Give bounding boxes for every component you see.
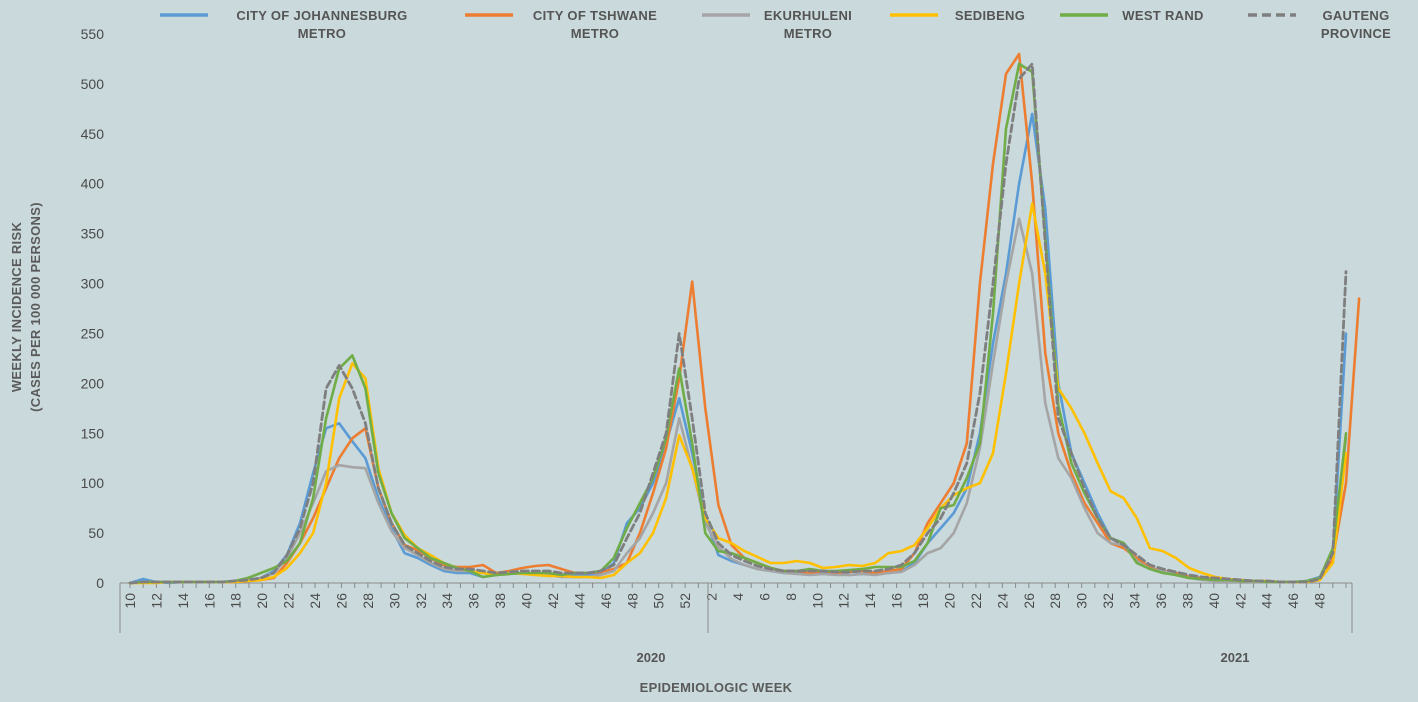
x-tick-label: 42 <box>545 593 561 609</box>
x-tick-label: 50 <box>651 593 667 609</box>
y-tick-label: 50 <box>88 525 104 541</box>
x-tick-label: 30 <box>386 593 402 609</box>
y-tick-label: 0 <box>96 575 104 591</box>
x-tick-label: 44 <box>571 593 587 609</box>
x-axis-title: EPIDEMIOLOGIC WEEK <box>640 680 793 695</box>
y-tick-label: 150 <box>81 425 105 441</box>
x-tick-label: 4 <box>730 593 746 601</box>
x-tick-label: 36 <box>466 593 482 609</box>
x-tick-label: 32 <box>413 593 429 609</box>
x-tick-label: 26 <box>1021 593 1037 609</box>
x-tick-label: 12 <box>148 593 164 609</box>
x-tick-label: 42 <box>1232 593 1248 609</box>
y-tick-label: 350 <box>81 226 105 242</box>
x-tick-label: 46 <box>598 593 614 609</box>
x-tick-label: 40 <box>1206 593 1222 609</box>
series-line <box>128 112 1348 585</box>
x-tick-label: 46 <box>1285 593 1301 609</box>
x-tick-label: 28 <box>1047 593 1063 609</box>
y-axis-title-line-2: (CASES PER 100 000 PERSONS) <box>28 202 43 412</box>
x-tick-label: 24 <box>994 593 1010 609</box>
x-tick-label: 10 <box>809 593 825 609</box>
x-tick-label: 18 <box>915 593 931 609</box>
legend-label: CITY OF JOHANNESBURG METRO <box>236 8 407 41</box>
y-tick-label: 250 <box>81 325 105 341</box>
y-tick-label: 400 <box>81 176 105 192</box>
x-tick-label: 34 <box>439 593 455 609</box>
x-tick-label: 24 <box>307 593 323 609</box>
x-tick-label: 40 <box>519 593 535 609</box>
x-tick-label: 48 <box>624 593 640 609</box>
x-tick-label: 22 <box>281 593 297 609</box>
x-tick-label: 18 <box>228 593 244 609</box>
series-line <box>128 217 1348 585</box>
y-tick-label: 450 <box>81 126 105 142</box>
legend-item: GAUTENG PROVINCE <box>1248 8 1391 41</box>
x-tick-label: 20 <box>941 593 957 609</box>
x-tick-label: 38 <box>1179 593 1195 609</box>
x-tick-label: 8 <box>783 593 799 601</box>
chart-legend: CITY OF JOHANNESBURG METRO CITY OF TSHWANE… <box>160 8 1391 41</box>
x-tick-label: 20 <box>254 593 270 609</box>
x-tick-label: 36 <box>1153 593 1169 609</box>
x-tick-label: 32 <box>1100 593 1116 609</box>
series-line <box>128 52 1361 585</box>
x-axis: 10 12 14 16 18 20 22 24 26 28 30 32 34 36 38 40 42 44 46 48… <box>119 582 1353 665</box>
y-tick-label: 100 <box>81 475 105 491</box>
x-tick-label: 22 <box>968 593 984 609</box>
y-tick-label: 200 <box>81 375 105 391</box>
legend-item: CITY OF JOHANNESBURG METRO <box>160 8 407 41</box>
legend-label: CITY OF TSHWANE METRO <box>533 8 657 41</box>
legend-item: SEDIBENG <box>890 8 1025 23</box>
x-tick-label: 2 <box>704 593 720 601</box>
series-line <box>128 62 1348 585</box>
x-tick-label: 16 <box>889 593 905 609</box>
series-layer <box>128 52 1361 585</box>
x-tick-label: 12 <box>836 593 852 609</box>
x-tick-label: 52 <box>677 593 693 609</box>
legend-item: CITY OF TSHWANE METRO <box>465 8 657 41</box>
x-tick-label: 10 <box>122 593 138 609</box>
y-tick-label: 300 <box>81 276 105 292</box>
x-tick-label: 34 <box>1127 593 1143 609</box>
x-tick-label: 16 <box>201 593 217 609</box>
x-tick-label: 26 <box>333 593 349 609</box>
x-tick-label: 6 <box>756 593 772 601</box>
legend-item: WEST RAND <box>1060 8 1203 23</box>
legend-label: WEST RAND <box>1122 8 1203 23</box>
year-group-label: 2020 <box>637 650 666 665</box>
legend-item: EKURHULENI METRO <box>702 8 852 41</box>
x-tick-label: 30 <box>1074 593 1090 609</box>
y-axis-title-line-1: WEEKLY INCIDENCE RISK <box>9 222 24 393</box>
series-line <box>128 62 1348 585</box>
y-axis: 0 50 100 150 200 250 300 350 400 450 500 550 <box>81 26 105 591</box>
legend-label: SEDIBENG <box>955 8 1025 23</box>
series-line <box>128 202 1348 585</box>
x-tick-label: 14 <box>175 593 191 609</box>
legend-label: GAUTENG PROVINCE <box>1321 8 1391 41</box>
x-tick-label: 14 <box>862 593 878 609</box>
x-tick-label: 38 <box>492 593 508 609</box>
legend-label: EKURHULENI METRO <box>764 8 852 41</box>
x-tick-label: 44 <box>1259 593 1275 609</box>
year-group-label: 2021 <box>1221 650 1250 665</box>
x-tick-label: 48 <box>1312 593 1328 609</box>
y-tick-label: 500 <box>81 76 105 92</box>
x-tick-label: 28 <box>360 593 376 609</box>
y-tick-label: 550 <box>81 26 105 42</box>
